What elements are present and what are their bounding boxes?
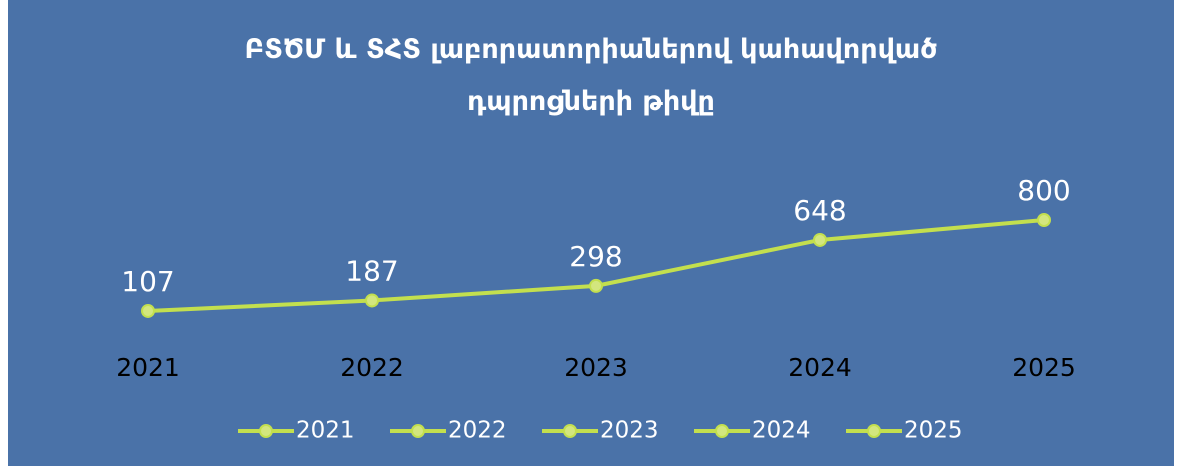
legend-label: 2021 [296, 418, 355, 444]
data-point [141, 303, 155, 318]
data-label: 800 [1017, 174, 1070, 207]
data-point [1037, 213, 1051, 227]
legend-label: 2024 [752, 418, 811, 444]
chart-background [8, 0, 1174, 466]
legend-label: 2023 [600, 418, 659, 444]
x-tick-label: 2023 [564, 353, 628, 382]
legend-label: 2025 [904, 418, 963, 444]
legend-marker [715, 424, 729, 438]
x-tick-label: 2025 [1012, 353, 1076, 382]
data-point [813, 232, 827, 247]
data-label: 187 [345, 254, 398, 287]
x-tick-label: 2022 [340, 353, 404, 382]
data-label: 298 [569, 240, 622, 273]
chart-title: ԲՏԾՄ և ՏՀՏ լաբորատորիաներով կահավորված դ… [244, 34, 938, 117]
data-point [365, 293, 379, 308]
legend-label: 2022 [448, 418, 507, 444]
legend-marker [563, 424, 577, 438]
legend-marker [411, 424, 425, 438]
data-label: 107 [121, 265, 174, 298]
x-tick-label: 2021 [116, 353, 180, 382]
legend-marker [867, 424, 881, 438]
x-tick-label: 2024 [788, 353, 852, 382]
data-label: 648 [793, 194, 846, 227]
data-point [589, 278, 603, 293]
legend-marker [259, 424, 273, 438]
